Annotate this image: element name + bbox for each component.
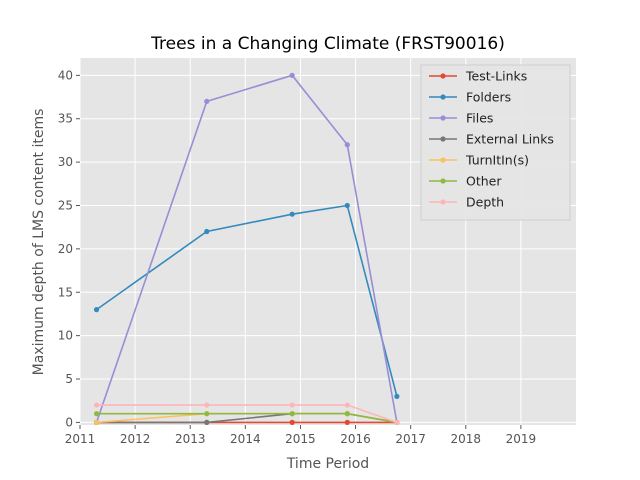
data-point-depth [289,402,295,408]
data-point-external-links [204,419,210,425]
x-tick-label: 2019 [506,432,537,446]
data-point-files [344,142,350,148]
series-folders [93,202,400,399]
legend-marker [440,199,446,205]
data-point-folders [344,202,350,209]
y-tick-label: 35 [58,112,73,126]
x-tick-label: 2013 [175,432,206,446]
y-tick-label: 30 [58,155,73,169]
data-point-files [289,72,295,78]
data-point-folders [289,211,295,217]
data-point-other [93,411,100,417]
y-axis: 0 5 10 15 20 25 30 35 40 [58,68,80,429]
legend-marker [440,136,446,142]
legend-item-folders: Folders [429,90,511,105]
legend-marker [440,157,446,163]
y-tick-label: 20 [58,242,73,256]
legend-label: TurnItIn(s) [465,153,529,168]
legend-label: Folders [466,90,511,105]
legend-item-depth: Depth [429,195,504,210]
x-tick-label: 2017 [395,432,426,446]
x-tick-label: 2011 [65,432,96,446]
x-tick-label: 2012 [120,432,151,446]
data-point-folders [394,393,400,399]
data-point-depth [394,419,400,425]
legend-item-other: Other [429,174,502,189]
data-point-depth [93,402,100,408]
data-point-turnitin-s [93,419,100,425]
legend-box [420,64,571,221]
legend-marker [440,115,446,121]
legend-item-files: Files [429,111,493,126]
data-point-folders [204,228,210,235]
x-tick-label: 2018 [451,432,482,446]
chart-title: Trees in a Changing Climate (FRST90016) [150,34,505,54]
legend-label: Files [466,111,493,126]
y-tick-label: 10 [58,329,73,343]
x-axis-label: Time Period [286,456,369,472]
y-tick-label: 25 [58,198,73,212]
x-tick-label: 2015 [285,432,316,446]
data-point-depth [204,402,210,408]
series-lines [93,72,400,425]
data-point-test-links [344,419,350,425]
x-tick-label: 2016 [340,432,371,446]
data-point-test-links [289,419,295,425]
legend-marker [440,94,446,100]
y-tick-label: 15 [58,285,73,299]
data-point-other [289,411,295,417]
legend-label: External Links [466,132,554,147]
data-point-other [344,411,350,417]
x-tick-label: 2014 [230,432,261,446]
data-point-files [204,98,210,104]
x-axis: 2011 2012 2013 2014 2015 2016 2017 2018 2019 [65,425,536,446]
data-point-folders [93,307,100,313]
legend-item-turnitin-s: TurnItIn(s) [429,153,529,168]
legend: Test-Links Folders Files External Links Turn… [420,64,571,221]
y-axis-label: Maximum depth of LMS content items [31,109,47,376]
data-point-other [204,411,210,417]
y-tick-label: 0 [65,415,73,429]
legend-label: Test-Links [465,69,527,84]
y-tick-label: 5 [65,372,73,386]
series-depth [93,402,400,425]
legend-marker [440,73,446,79]
legend-item-test-links: Test-Links [429,69,527,84]
legend-marker [440,178,446,184]
legend-label: Other [466,174,502,189]
legend-item-external-links: External Links [429,132,554,147]
data-point-depth [344,402,350,408]
y-tick-label: 40 [58,68,73,82]
legend-label: Depth [466,195,504,210]
